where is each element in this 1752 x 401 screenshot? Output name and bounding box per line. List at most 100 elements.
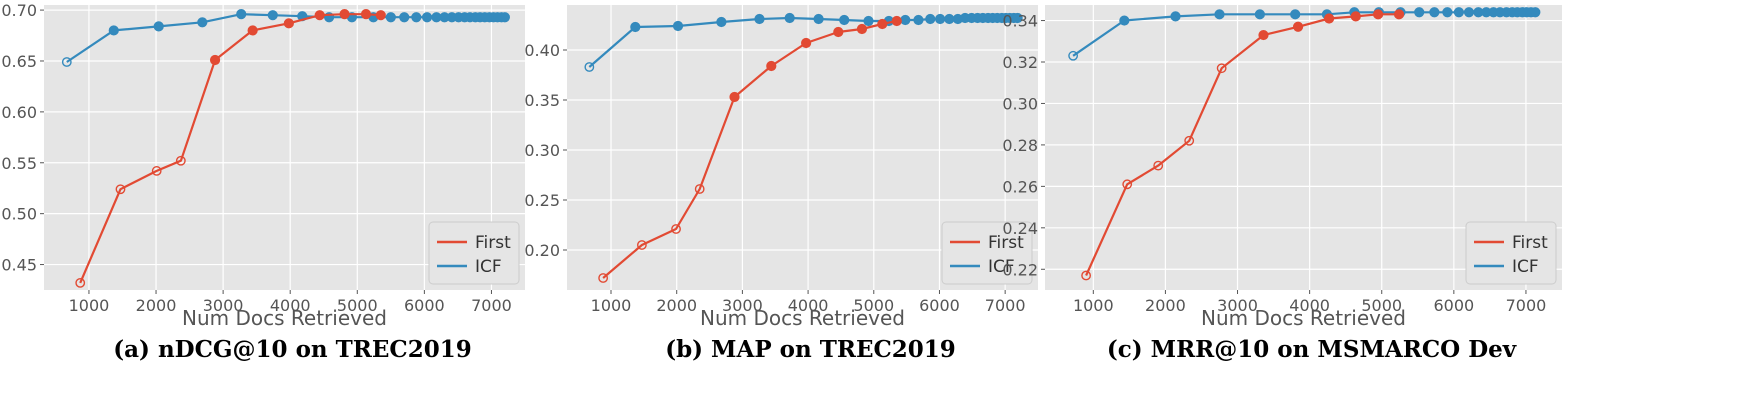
data-point-icf — [385, 12, 396, 23]
chart-caption: (a) nDCG@10 on TREC2019 — [113, 336, 471, 363]
y-tick-label: 0.25 — [524, 191, 560, 210]
data-point-first — [801, 37, 812, 49]
x-tick-label: 5000 — [337, 296, 378, 315]
y-tick-label: 0.30 — [1002, 94, 1038, 113]
chart-caption: (c) MRR@10 on MSMARCO Dev — [1107, 336, 1517, 363]
data-point-first — [283, 18, 294, 29]
data-point-first — [209, 54, 221, 66]
data-point-first — [833, 26, 844, 38]
data-point-icf — [108, 25, 119, 36]
data-point-icf — [584, 62, 595, 72]
x-tick-label: 7000 — [471, 296, 512, 315]
x-tick-label: 2000 — [136, 296, 177, 315]
y-tick-label: 0.32 — [1002, 53, 1038, 72]
data-point-icf — [1463, 7, 1475, 18]
data-point-icf — [754, 13, 765, 25]
data-point-first — [314, 10, 325, 21]
data-point-icf — [935, 13, 946, 25]
data-point-icf — [1290, 9, 1301, 20]
data-point-first — [151, 166, 162, 176]
data-point-first — [375, 10, 386, 21]
x-tick-label: 4000 — [1289, 296, 1330, 315]
data-point-icf — [1414, 7, 1425, 18]
data-point-first — [1081, 270, 1092, 281]
x-tick-label: 1000 — [69, 296, 110, 315]
data-point-first — [891, 15, 902, 27]
legend-box — [1465, 221, 1557, 285]
data-point-first — [115, 184, 126, 195]
data-point-icf — [944, 13, 955, 25]
y-tick-label: 0.35 — [524, 91, 560, 110]
chart-panel-1: 1000 2000 3000 4000 5000 6000 7000 0.20 0.25 0.30… — [524, 5, 1038, 363]
x-tick-label: 6000 — [404, 296, 445, 315]
y-tick-label: 0.22 — [1002, 260, 1038, 279]
legend: First ICF — [941, 221, 1033, 285]
data-point-icf — [1530, 7, 1541, 18]
x-tick-label: 2000 — [1145, 296, 1186, 315]
x-tick-label: 6000 — [919, 296, 960, 315]
data-point-first — [360, 9, 372, 20]
y-tick-label: 0.45 — [1, 256, 37, 275]
chart-panel-2: 1000 2000 3000 4000 5000 6000 7000 0.22 0.24 0.26… — [1002, 5, 1562, 363]
data-point-first — [766, 60, 777, 72]
y-tick-label: 0.24 — [1002, 219, 1038, 238]
legend-label-first: First — [475, 233, 511, 253]
y-tick-label: 0.70 — [1, 1, 37, 20]
x-tick-label: 1000 — [1073, 296, 1114, 315]
data-point-icf — [813, 13, 824, 25]
data-point-icf — [1442, 7, 1453, 18]
data-point-icf — [1012, 12, 1023, 24]
x-tick-label: 2000 — [656, 296, 697, 315]
x-tick-label: 7000 — [985, 296, 1026, 315]
data-point-icf — [900, 14, 911, 26]
y-tick-label: 0.20 — [524, 241, 560, 260]
legend-label-icf: ICF — [475, 257, 502, 277]
y-tick-label: 0.40 — [524, 41, 560, 60]
x-tick-label: 6000 — [1433, 296, 1474, 315]
x-tick-label: 3000 — [203, 296, 244, 315]
data-point-icf — [1170, 11, 1181, 22]
data-point-icf — [236, 9, 247, 20]
y-tick-label: 0.34 — [1002, 12, 1038, 31]
data-point-icf — [913, 14, 924, 26]
x-axis-label: Num Docs Retrieved — [700, 306, 905, 330]
data-point-icf — [1429, 7, 1440, 18]
x-tick-label: 4000 — [788, 296, 829, 315]
x-tick-label: 5000 — [853, 296, 894, 315]
data-point-first — [671, 224, 681, 234]
x-axis-label: Num Docs Retrieved — [1201, 306, 1406, 330]
x-tick-label: 5000 — [1361, 296, 1402, 315]
data-point-first — [636, 240, 647, 250]
y-tick-label: 0.55 — [1, 154, 37, 173]
x-tick-label: 3000 — [1217, 296, 1258, 315]
data-point-first — [598, 273, 609, 283]
data-point-first — [175, 155, 186, 166]
data-point-first — [1216, 63, 1227, 74]
data-point-first — [75, 277, 86, 288]
x-tick-label: 4000 — [270, 296, 311, 315]
data-point-icf — [153, 21, 164, 32]
y-tick-label: 0.26 — [1002, 177, 1038, 196]
data-point-icf — [630, 21, 641, 33]
y-tick-label: 0.60 — [1, 103, 37, 122]
data-point-icf — [1453, 7, 1464, 18]
y-tick-label: 0.30 — [524, 141, 560, 160]
data-point-first — [856, 23, 868, 35]
data-point-first — [1393, 9, 1405, 20]
data-point-first — [877, 18, 888, 30]
data-point-first — [1350, 11, 1361, 22]
data-point-icf — [925, 13, 936, 25]
data-point-first — [694, 184, 705, 194]
data-point-icf — [716, 16, 727, 28]
y-tick-label: 0.65 — [1, 52, 37, 71]
data-point-first — [247, 25, 258, 36]
data-point-icf — [1119, 15, 1130, 26]
data-point-icf — [1068, 50, 1079, 61]
data-point-first — [339, 9, 350, 20]
data-point-first — [1153, 160, 1164, 171]
x-axis-label: Num Docs Retrieved — [182, 306, 387, 330]
data-point-icf — [421, 12, 433, 23]
data-point-icf — [499, 12, 510, 23]
data-point-icf — [197, 17, 208, 28]
